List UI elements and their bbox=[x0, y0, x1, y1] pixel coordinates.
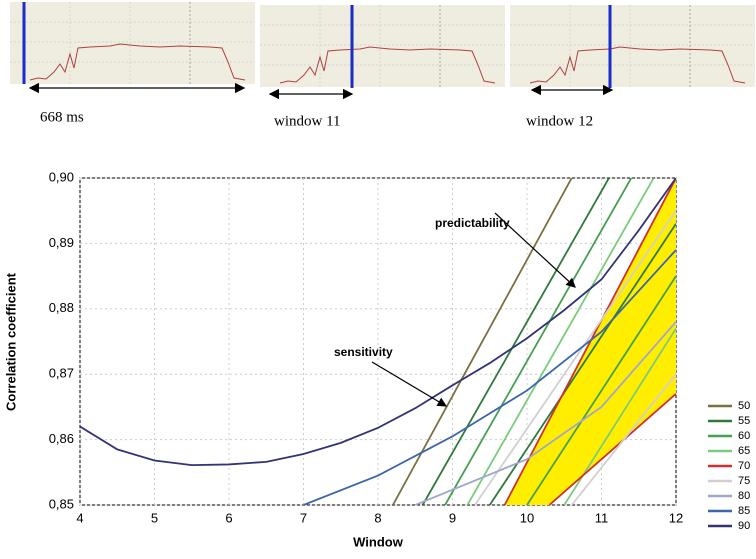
panel: 668 ms bbox=[9, 1, 256, 125]
legend-label: 80 bbox=[738, 490, 750, 502]
x-tick-label: 12 bbox=[669, 510, 683, 525]
panel: window 12 bbox=[509, 4, 756, 129]
x-tick-label: 7 bbox=[300, 510, 307, 525]
legend-label: 90 bbox=[738, 520, 750, 532]
annotation: predictability bbox=[435, 216, 510, 230]
y-tick-label: 0,90 bbox=[49, 169, 74, 184]
annotation-arrow bbox=[494, 212, 576, 288]
x-tick-label: 4 bbox=[76, 510, 83, 525]
annotation: sensitivity bbox=[334, 345, 393, 359]
y-tick-label: 0,86 bbox=[49, 431, 74, 446]
panel: window 11 bbox=[259, 4, 506, 129]
x-tick-label: 5 bbox=[151, 510, 158, 525]
series-line bbox=[474, 210, 676, 505]
annotation-arrow bbox=[371, 361, 448, 407]
y-tick-label: 0,89 bbox=[49, 235, 74, 250]
legend-label: 60 bbox=[738, 430, 750, 442]
series-line bbox=[444, 178, 676, 505]
y-tick-label: 0,85 bbox=[49, 496, 74, 511]
x-tick-label: 6 bbox=[225, 510, 232, 525]
legend-label: 85 bbox=[738, 505, 750, 517]
y-axis-title: Correlation coefficient bbox=[3, 272, 18, 411]
legend-label: 65 bbox=[738, 445, 750, 457]
x-axis-title: Window bbox=[353, 534, 404, 549]
legend-label: 55 bbox=[738, 415, 750, 427]
legend-label: 70 bbox=[738, 460, 750, 472]
panel-label: window 12 bbox=[526, 113, 593, 129]
x-tick-label: 10 bbox=[520, 510, 534, 525]
legend-label: 50 bbox=[738, 400, 750, 412]
series-line bbox=[392, 178, 573, 505]
y-tick-label: 0,88 bbox=[49, 300, 74, 315]
panel-label: 668 ms bbox=[40, 109, 84, 125]
legend-label: 75 bbox=[738, 475, 750, 487]
series-line bbox=[303, 249, 676, 505]
y-tick-label: 0,87 bbox=[49, 366, 74, 381]
x-tick-label: 8 bbox=[374, 510, 381, 525]
x-tick-label: 11 bbox=[595, 510, 609, 525]
panel-label: window 11 bbox=[274, 113, 341, 129]
x-tick-label: 9 bbox=[449, 510, 456, 525]
series-line bbox=[414, 321, 676, 505]
series-line bbox=[421, 178, 676, 505]
series-line bbox=[80, 178, 676, 467]
